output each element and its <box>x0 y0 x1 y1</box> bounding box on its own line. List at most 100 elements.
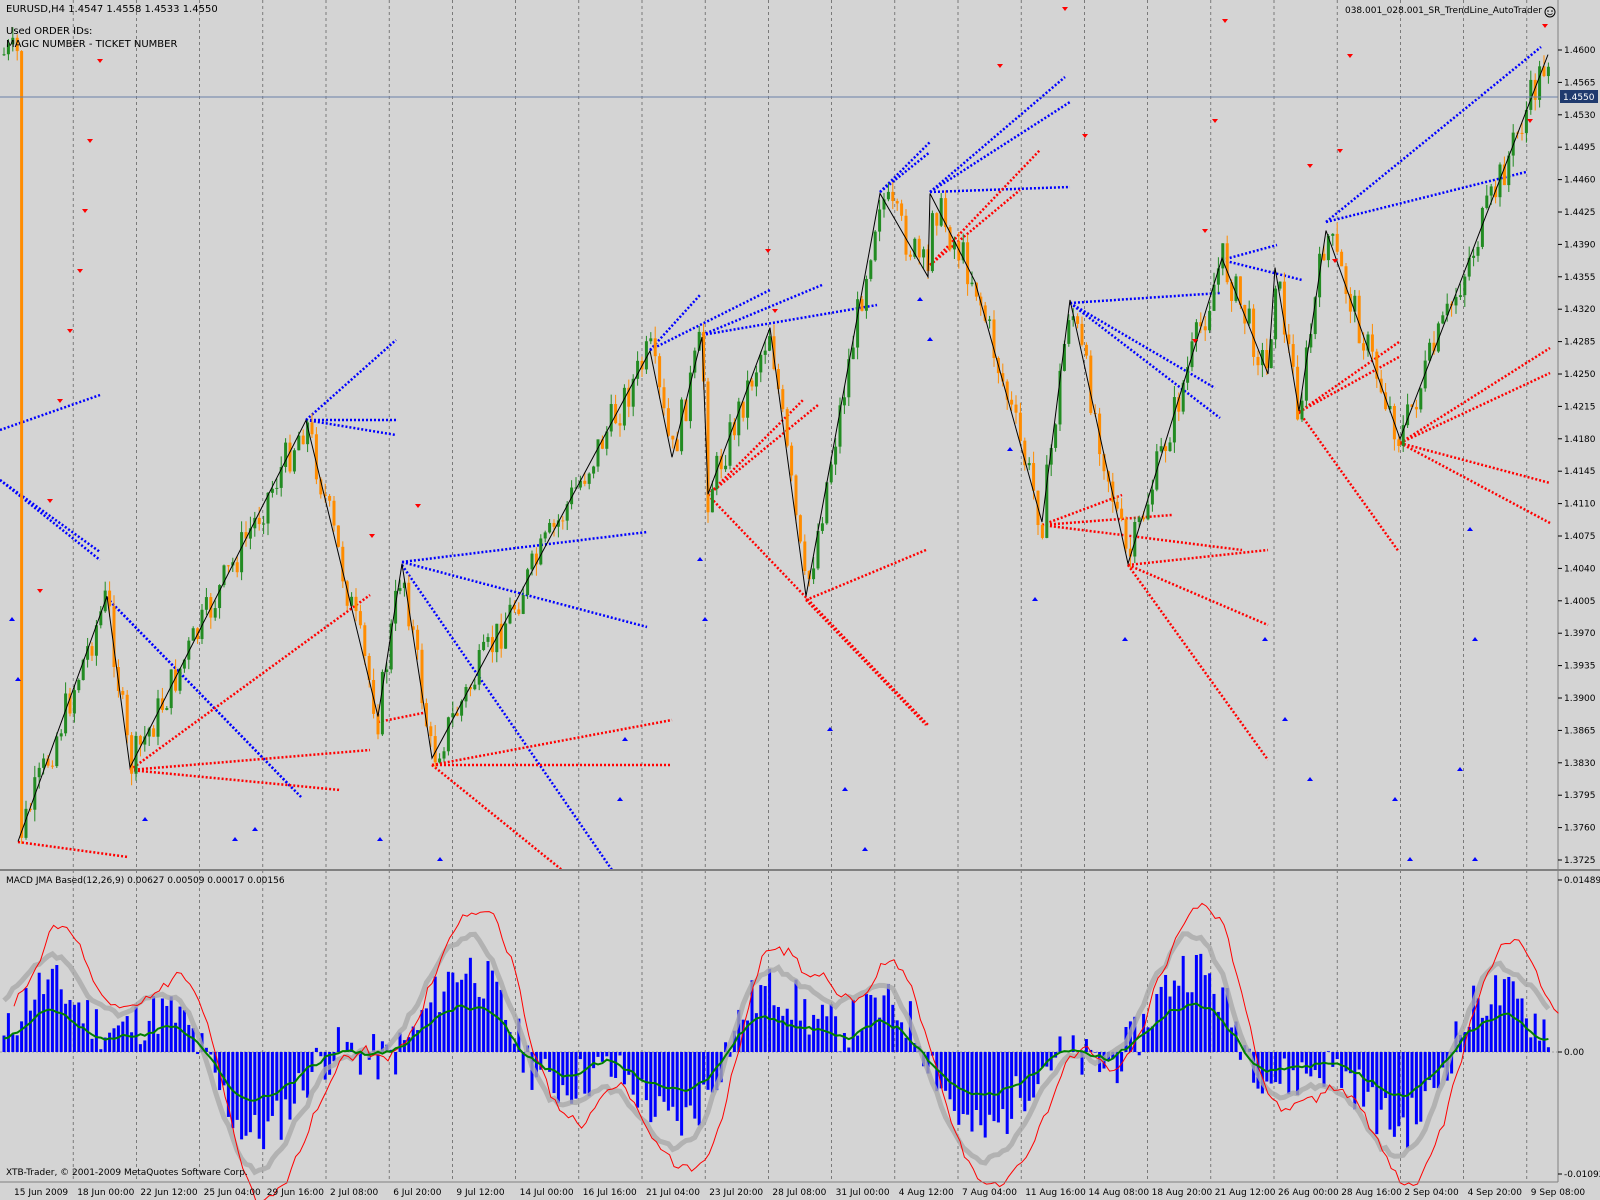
candle-body <box>1159 446 1163 452</box>
candle-body <box>156 698 160 737</box>
macd-axis: 0.01489 0.00 -0.01092 <box>1558 876 1600 1180</box>
candle-body <box>649 338 653 342</box>
candle-body <box>684 399 688 422</box>
candle-body <box>715 455 719 490</box>
candle-body <box>367 656 371 680</box>
candle-body <box>20 51 24 838</box>
down-arrow-icon <box>1527 119 1533 123</box>
candle-body <box>1054 424 1058 448</box>
down-arrow-icon <box>1332 259 1338 263</box>
macd-histogram-bar <box>1520 998 1524 1052</box>
candle-body <box>1419 388 1423 410</box>
candle-body <box>468 687 472 690</box>
macd-histogram-bar <box>715 1052 719 1091</box>
macd-histogram-bar <box>438 1012 442 1052</box>
macd-histogram-bar <box>1388 1052 1392 1130</box>
macd-histogram-bar <box>1309 1052 1313 1077</box>
macd-histogram-bar <box>420 1010 424 1052</box>
candle-body <box>1410 404 1414 407</box>
macd-histogram-bar <box>1265 1052 1269 1082</box>
macd-histogram-bar <box>614 1052 618 1078</box>
macd-histogram-bar <box>587 1052 591 1097</box>
macd-histogram-bar <box>966 1052 970 1115</box>
macd-histogram-bar <box>913 1043 917 1052</box>
macd-histogram-bar <box>592 1052 596 1069</box>
candle-body <box>922 249 926 258</box>
macd-histogram-bar <box>1199 953 1203 1052</box>
candle-body <box>1181 382 1185 412</box>
macd-histogram-bar <box>512 1043 516 1052</box>
macd-histogram-bar <box>754 1013 758 1052</box>
candle-body <box>24 808 28 838</box>
macd-histogram-bar <box>1005 1052 1009 1134</box>
time-tick-label: 25 Jun 04:00 <box>204 1188 261 1198</box>
macd-histogram-bar <box>1542 1019 1546 1052</box>
candle-body <box>86 646 90 660</box>
macd-histogram-bar <box>306 1052 310 1098</box>
candle-body <box>46 758 50 766</box>
macd-histogram-bar <box>262 1052 266 1150</box>
time-tick-label: 18 Jun 00:00 <box>77 1188 134 1198</box>
candle-body <box>55 736 59 767</box>
candle-body <box>1001 373 1005 382</box>
macd-histogram-bar <box>583 1052 587 1094</box>
macd-histogram-bar <box>565 1052 569 1096</box>
macd-histogram-bar <box>468 957 472 1052</box>
macd-histogram-bar <box>1502 979 1506 1052</box>
candle-body <box>1366 334 1370 351</box>
macd-histogram-bar <box>20 1021 24 1052</box>
up-arrow-icon <box>9 617 15 621</box>
macd-histogram-bar <box>204 1047 208 1052</box>
macd-histogram-bar <box>948 1052 952 1100</box>
macd-histogram-bar <box>684 1052 688 1108</box>
price-tick-label: 1.3725 <box>1564 856 1596 866</box>
macd-histogram-bar <box>578 1052 582 1060</box>
candle-body <box>1014 404 1018 413</box>
macd-histogram-bar <box>1146 1027 1150 1052</box>
macd-histogram-bar <box>55 965 59 1052</box>
down-arrow-icon <box>1222 19 1228 23</box>
candle-body <box>2 54 6 56</box>
macd-histogram-bar <box>1524 1018 1528 1052</box>
macd-histogram-bar <box>1326 1051 1330 1052</box>
macd-histogram-bar <box>1190 992 1194 1052</box>
macd-histogram-bar <box>1269 1052 1273 1084</box>
candle-body <box>460 701 464 716</box>
candle-body <box>834 446 838 465</box>
macd-histogram-bar <box>90 1038 94 1052</box>
candle-body <box>759 354 763 373</box>
candle-body <box>1177 397 1181 412</box>
candle-body <box>363 625 367 657</box>
candle-body <box>1485 195 1489 208</box>
candle-body <box>1353 295 1357 312</box>
candle-body <box>688 372 692 422</box>
candle-body <box>1313 297 1317 335</box>
macd-histogram-bar <box>165 1005 169 1052</box>
candle-body <box>1230 282 1234 301</box>
macd-histogram-bar <box>1366 1052 1370 1092</box>
up-arrow-icon <box>437 857 443 861</box>
candle-body <box>552 522 556 527</box>
candle-body <box>1186 367 1190 383</box>
price-tick-label: 1.4320 <box>1564 305 1596 315</box>
macd-histogram-bar <box>6 1013 10 1052</box>
candle-body <box>1507 155 1511 186</box>
macd-histogram-bar <box>442 991 446 1052</box>
macd-histogram-bar <box>81 1023 85 1052</box>
macd-histogram-bar <box>1401 1052 1405 1118</box>
candle-body <box>1296 366 1300 420</box>
candle-body <box>218 585 222 609</box>
macd-histogram-bar <box>28 1010 32 1052</box>
candle-body <box>851 347 855 360</box>
candle-body <box>534 553 538 565</box>
macd-histogram-bar <box>1489 1004 1493 1052</box>
macd-histogram-bar <box>473 983 477 1052</box>
candle-body <box>328 495 332 501</box>
macd-histogram-bar <box>1313 1052 1317 1071</box>
macd-histogram-bar <box>1168 996 1172 1052</box>
macd-histogram-bar <box>1322 1052 1326 1087</box>
candle-body <box>702 331 706 382</box>
support-line <box>1221 258 1303 282</box>
down-arrow-icon <box>369 534 375 538</box>
macd-histogram-bar <box>1186 992 1190 1052</box>
